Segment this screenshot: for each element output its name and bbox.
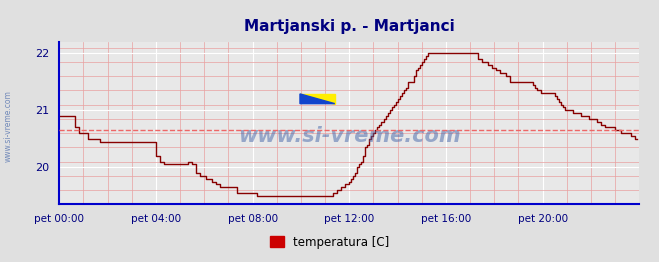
Polygon shape bbox=[300, 94, 335, 104]
Text: www.si-vreme.com: www.si-vreme.com bbox=[3, 90, 13, 162]
Polygon shape bbox=[300, 94, 335, 104]
Title: Martjanski p. - Martjanci: Martjanski p. - Martjanci bbox=[244, 19, 455, 34]
Legend: temperatura [C]: temperatura [C] bbox=[265, 231, 394, 253]
Text: www.si-vreme.com: www.si-vreme.com bbox=[238, 126, 461, 146]
